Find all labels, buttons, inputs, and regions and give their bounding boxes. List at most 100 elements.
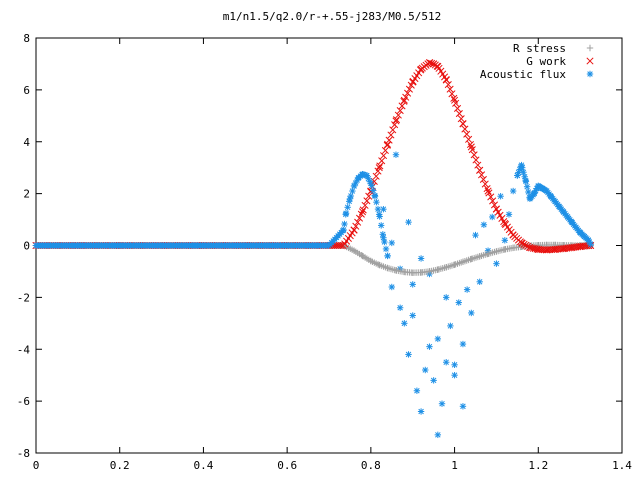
series-acoustic-flux	[32, 151, 594, 439]
y-tick-label: -2	[17, 291, 30, 304]
data-point	[365, 192, 373, 200]
x-tick-label: 0.6	[277, 459, 297, 472]
data-point	[417, 255, 425, 262]
data-point	[518, 239, 526, 247]
data-point	[472, 156, 480, 164]
data-point	[497, 193, 504, 200]
data-point	[344, 204, 351, 211]
data-point	[465, 135, 473, 143]
data-point	[444, 81, 452, 89]
data-point	[509, 187, 517, 195]
data-point	[468, 309, 475, 317]
data-point	[350, 226, 358, 234]
data-point	[337, 241, 345, 250]
data-point	[392, 116, 401, 124]
data-point	[387, 131, 395, 139]
data-point	[388, 239, 395, 247]
data-point	[374, 167, 382, 175]
legend-marker	[586, 44, 594, 52]
data-point	[587, 241, 594, 248]
data-point	[481, 180, 489, 188]
data-point	[349, 187, 356, 195]
legend-marker	[586, 70, 594, 78]
data-point	[484, 187, 492, 195]
data-point	[476, 166, 484, 174]
data-point	[426, 343, 433, 350]
data-point	[400, 97, 408, 105]
data-point	[378, 157, 386, 165]
data-point	[453, 104, 462, 112]
data-point	[505, 211, 513, 218]
data-point	[357, 210, 365, 218]
data-point	[451, 361, 458, 369]
data-point	[382, 245, 390, 253]
x-tick-label: 0	[33, 459, 40, 472]
data-point	[385, 136, 393, 144]
data-point	[342, 210, 350, 217]
data-point	[363, 172, 371, 179]
data-point	[380, 205, 387, 213]
data-point	[396, 304, 404, 311]
x-tick-label: 0.2	[110, 459, 130, 472]
data-point	[341, 220, 348, 228]
x-tick-label: 0.4	[193, 459, 213, 472]
data-point	[422, 366, 429, 374]
data-point	[372, 172, 380, 180]
data-point	[489, 213, 496, 221]
data-point	[521, 173, 528, 180]
x-tick-label: 1	[451, 459, 458, 472]
axis-ticks: 0 0.2 0.4 0.6 0.8 1 1.2 1.4 -8 -6 -4 -2 0 2 4 6 8	[17, 32, 633, 472]
data-point	[405, 351, 412, 358]
data-point	[522, 178, 530, 185]
data-point	[463, 286, 471, 293]
data-point	[380, 152, 388, 160]
data-point	[479, 175, 487, 183]
data-point	[405, 218, 412, 226]
chart-title: m1/n1.5/q2.0/r-+.55-j283/M0.5/512	[223, 10, 442, 23]
data-point	[409, 281, 416, 288]
legend-label: Acoustic flux	[480, 68, 566, 81]
data-point	[339, 227, 347, 234]
data-point	[394, 111, 402, 119]
y-tick-label: -8	[17, 447, 30, 460]
data-point	[451, 371, 458, 379]
data-point	[413, 387, 421, 394]
data-point	[466, 140, 474, 149]
data-point	[463, 130, 471, 138]
data-point	[448, 90, 456, 98]
y-tick-label: 2	[23, 188, 30, 201]
data-point	[476, 278, 483, 286]
data-point	[363, 197, 371, 205]
data-point	[409, 312, 416, 319]
data-point	[396, 106, 404, 115]
series-g-work	[32, 59, 595, 254]
data-point	[381, 238, 388, 246]
legend-marker	[586, 57, 594, 65]
data-point	[477, 171, 486, 179]
data-point	[438, 400, 446, 407]
data-point	[384, 252, 391, 260]
data-point	[442, 76, 450, 84]
data-point	[443, 359, 450, 366]
data-point	[352, 222, 360, 230]
data-point	[370, 187, 377, 194]
data-point	[494, 208, 502, 216]
data-point	[376, 162, 384, 170]
data-point	[391, 121, 399, 129]
data-point	[374, 205, 382, 213]
data-point	[490, 201, 499, 209]
data-point	[361, 201, 369, 209]
legend-label: R stress	[513, 42, 566, 55]
data-point	[487, 193, 495, 201]
data-point	[492, 205, 500, 213]
x-tick-label: 1.4	[612, 459, 632, 472]
dense-samples	[32, 59, 595, 276]
data-point	[447, 322, 454, 330]
data-point	[459, 403, 467, 410]
data-point	[368, 182, 375, 189]
data-point	[359, 206, 367, 214]
data-point	[430, 377, 437, 384]
data-point	[489, 197, 497, 205]
data-point	[450, 94, 458, 102]
data-point	[389, 126, 397, 134]
